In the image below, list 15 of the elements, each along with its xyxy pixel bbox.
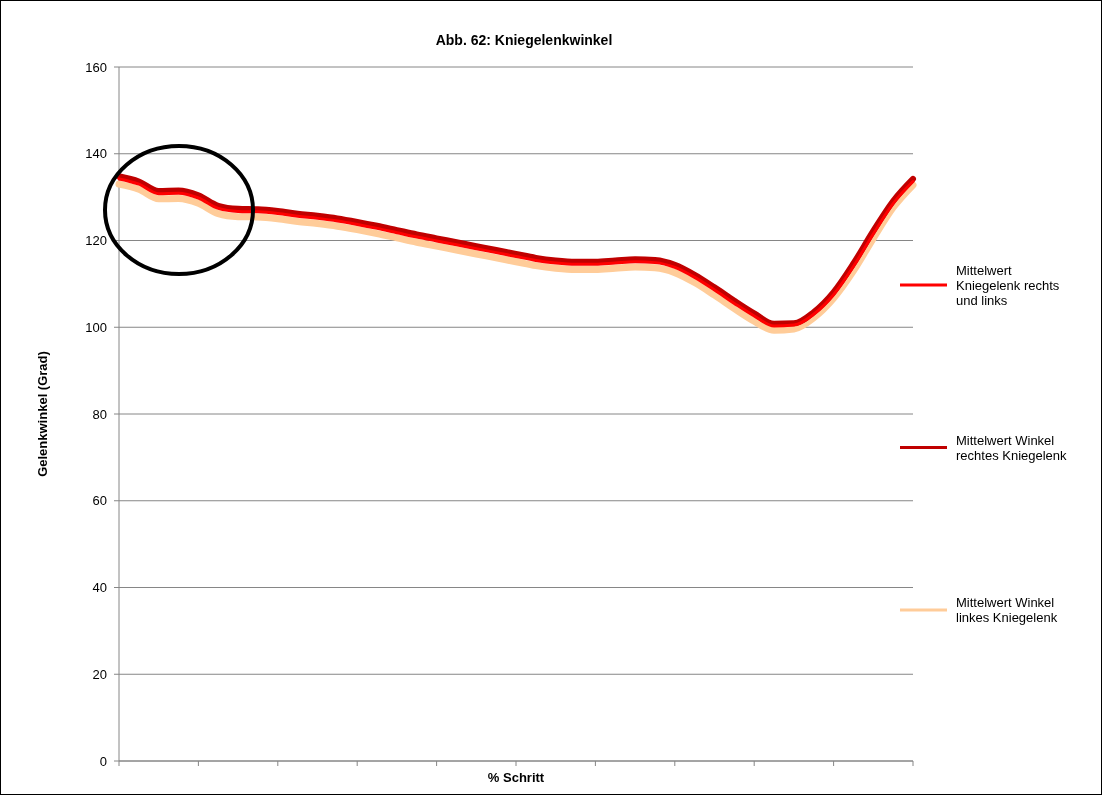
y-tick-label: 20: [92, 666, 107, 682]
y-tick-label: 40: [92, 580, 107, 596]
y-tick-label: 80: [92, 406, 107, 422]
y-tick-label: 60: [92, 493, 107, 509]
y-tick-label: 120: [85, 233, 107, 249]
chart-title: Abb. 62: Kniegelenkwinkel: [435, 32, 613, 48]
x-axis-title: % Schritt: [487, 770, 545, 785]
legend-label: Mittelwert Winkel linkes Kniegelenk: [956, 595, 1058, 626]
y-tick-label: 100: [85, 319, 107, 335]
legend-label: Mittelwert Kniegelenk rechts und links: [956, 262, 1060, 308]
y-tick-label: 0: [99, 753, 107, 769]
y-tick-label: 160: [85, 59, 107, 75]
y-tick-label: 140: [85, 146, 107, 162]
y-axis-title: Gelenkwinkel (Grad): [35, 351, 50, 477]
legend-label: Mittelwert Winkel rechtes Kniegelenk: [956, 432, 1068, 463]
